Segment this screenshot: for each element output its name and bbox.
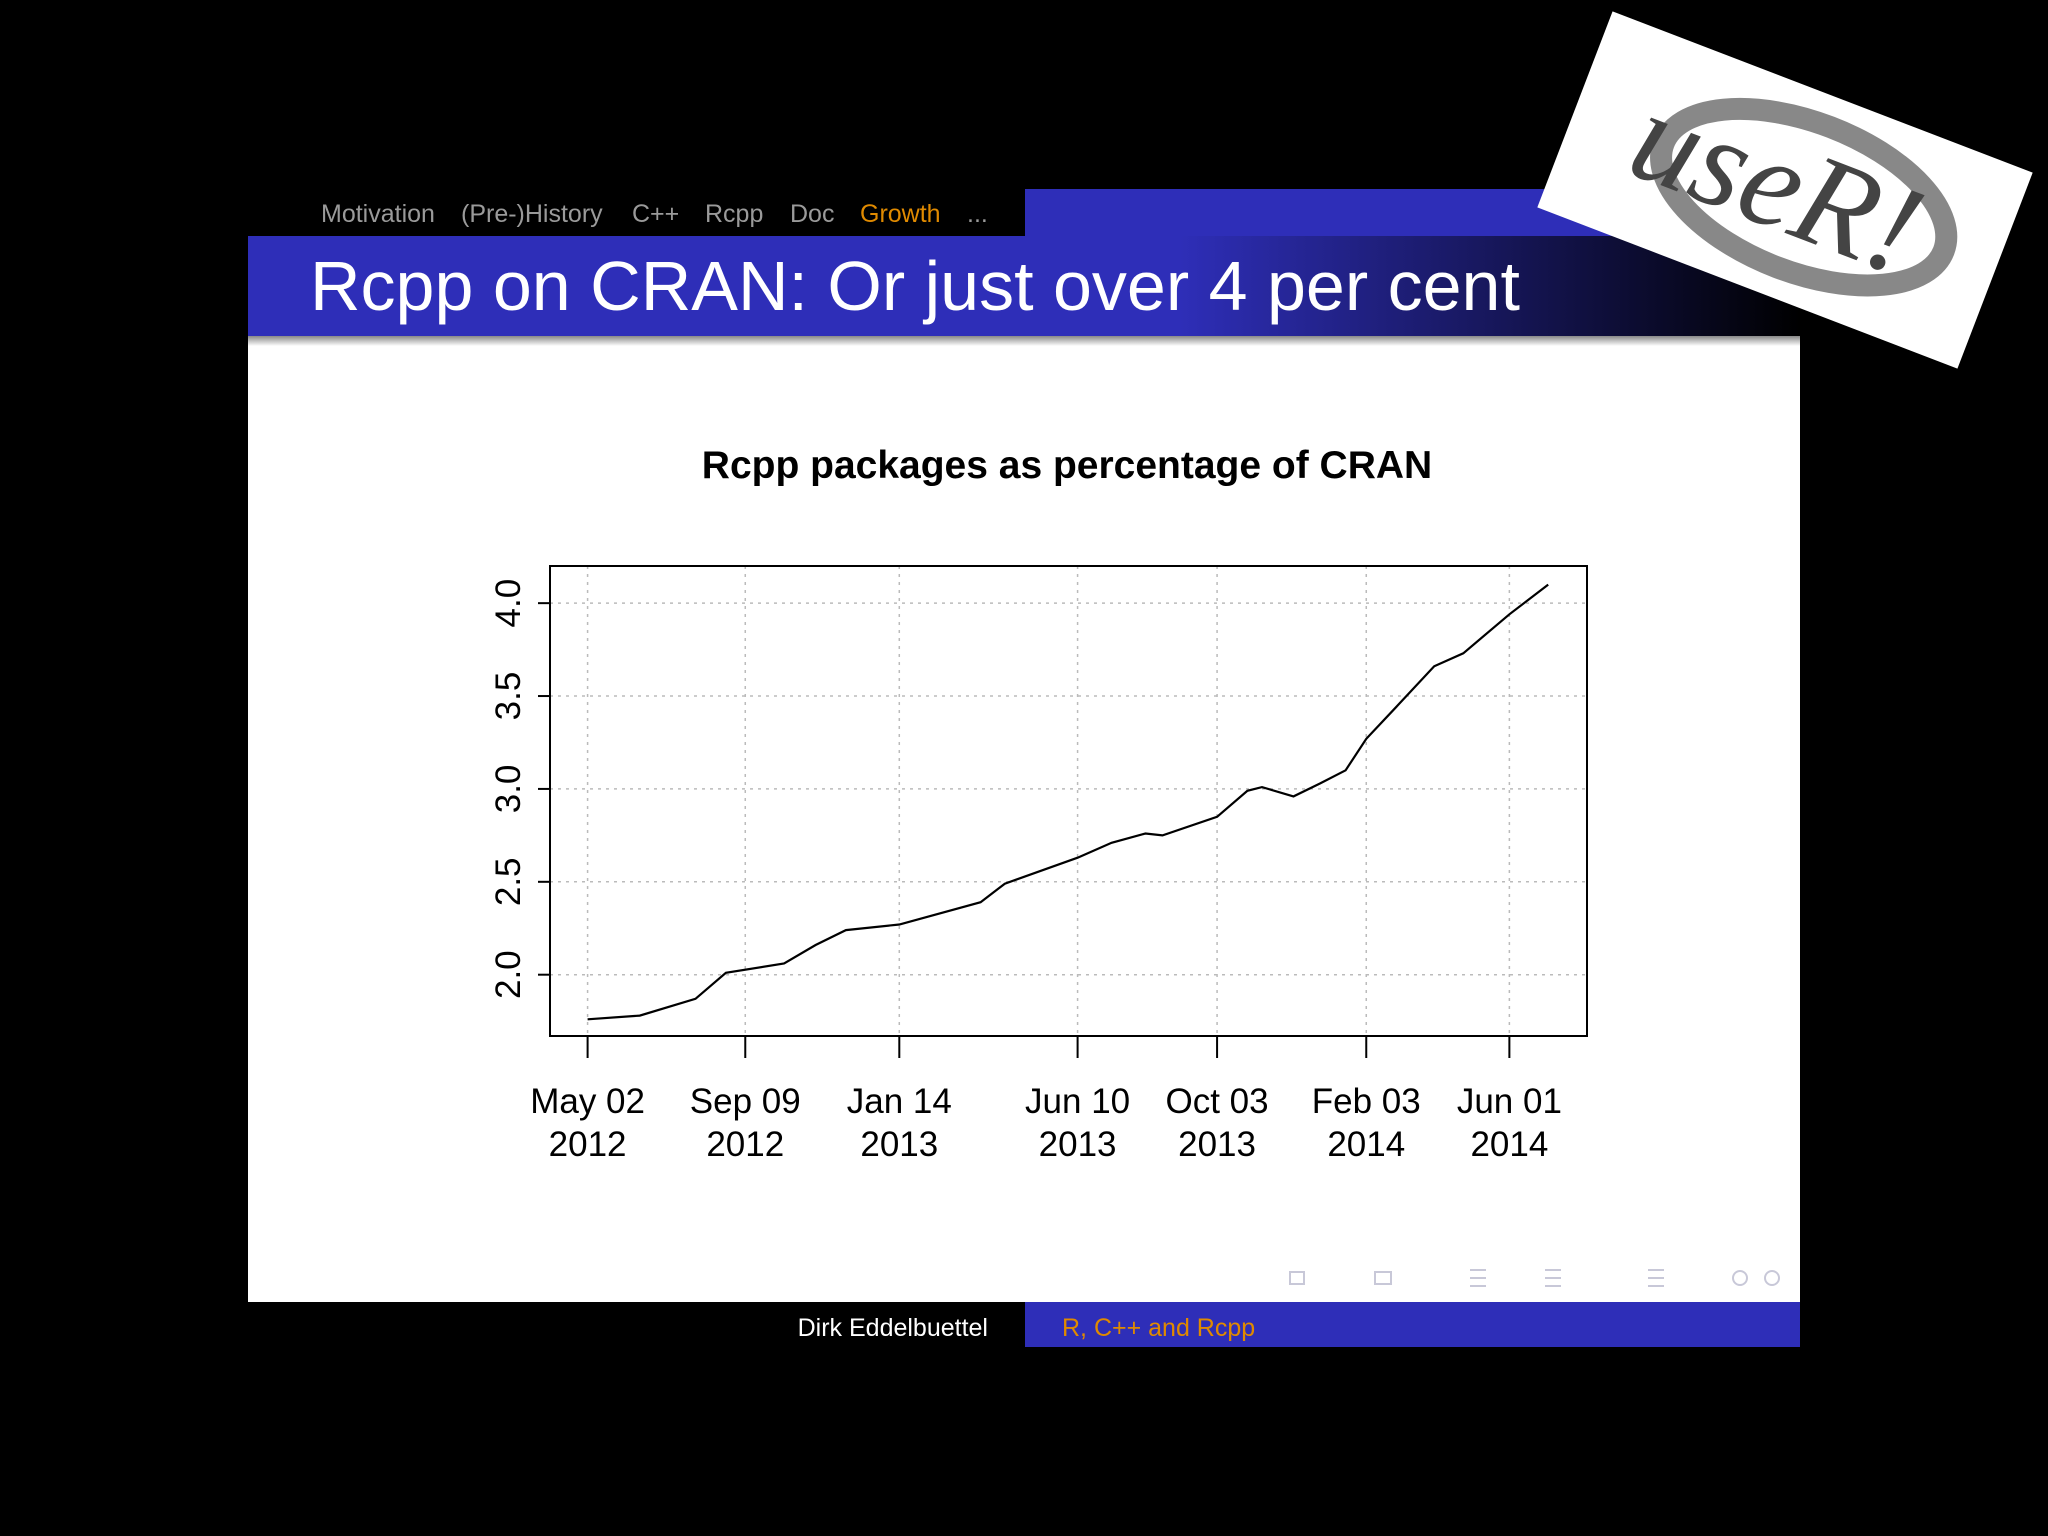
slide-background xyxy=(248,189,1800,1347)
data-line xyxy=(587,583,1549,1021)
y-tick-label: 2.0 xyxy=(489,950,528,999)
nav-item[interactable]: Growth xyxy=(860,200,941,228)
beamer-nav-icons[interactable] xyxy=(1289,1269,1780,1287)
logo-ring xyxy=(1650,97,1958,297)
nav-bar xyxy=(248,189,1025,236)
y-tick-label: 3.5 xyxy=(489,672,528,721)
x-tick-label: Jun 01 2014 xyxy=(1456,1082,1562,1164)
x-tick-label: Jun 10 2013 xyxy=(1025,1082,1131,1164)
title-shadow xyxy=(248,336,1800,346)
x-tick-label: Feb 03 2014 xyxy=(1311,1082,1421,1164)
title-bar xyxy=(248,236,1800,336)
nav-item[interactable]: Doc xyxy=(790,200,834,228)
footer-talk: R, C++ and Rcpp xyxy=(1062,1314,1255,1342)
y-tick-label: 3.0 xyxy=(489,765,528,814)
x-tick-label: Sep 09 2012 xyxy=(689,1082,801,1164)
footer-author: Dirk Eddelbuettel xyxy=(798,1314,988,1342)
chart-title: Rcpp packages as percentage of CRAN xyxy=(702,444,1432,487)
x-tick-label: Jan 14 2013 xyxy=(846,1082,952,1164)
x-tick-label: May 02 2012 xyxy=(530,1082,645,1164)
nav-item[interactable]: ... xyxy=(967,200,988,228)
nav-item[interactable]: C++ xyxy=(632,200,679,228)
slide-title: Rcpp on CRAN: Or just over 4 per cent xyxy=(310,247,1520,325)
nav-item[interactable]: Motivation xyxy=(321,200,435,228)
plot-frame xyxy=(549,565,1588,1037)
y-tick-label: 4.0 xyxy=(489,579,528,628)
y-tick-label: 2.5 xyxy=(489,857,528,906)
nav-item[interactable]: (Pre-)History xyxy=(461,200,603,228)
x-tick-label: Oct 03 2013 xyxy=(1165,1082,1269,1164)
footer-left xyxy=(248,1302,1025,1347)
nav-item[interactable]: Rcpp xyxy=(705,200,763,228)
footer-right xyxy=(1025,1302,1800,1347)
